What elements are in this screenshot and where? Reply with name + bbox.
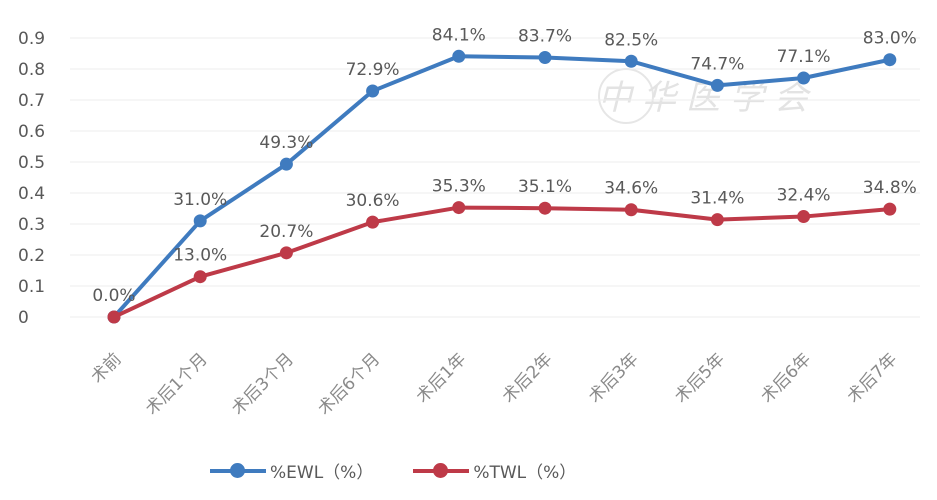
legend-label-twl: %TWL（%） xyxy=(473,463,577,483)
data-label: 83.7% xyxy=(518,27,572,47)
series-line-twl xyxy=(113,205,890,319)
x-tick-label: 术后7年 xyxy=(843,349,901,407)
data-label: 13.0% xyxy=(173,246,227,266)
legend-label-ewl: %EWL（%） xyxy=(270,463,374,483)
x-tick-label: 术后6年 xyxy=(757,349,815,407)
legend: %EWL（%） %TWL（%） xyxy=(210,458,576,483)
data-label: 31.0% xyxy=(173,190,227,210)
y-tick-label: 0 xyxy=(18,308,29,328)
data-label: 77.1% xyxy=(777,47,831,67)
data-point xyxy=(452,49,466,63)
data-point xyxy=(710,213,724,227)
data-label: 31.4% xyxy=(690,189,744,209)
data-label: 72.9% xyxy=(346,60,400,80)
x-tick-label: 术前 xyxy=(87,349,125,387)
x-tick-label: 术后3个月 xyxy=(228,349,298,419)
series-line-ewl xyxy=(112,54,891,319)
data-point xyxy=(279,246,293,260)
y-tick-label: 0.2 xyxy=(18,246,45,266)
data-point xyxy=(366,215,380,229)
data-point xyxy=(452,201,466,215)
data-point xyxy=(538,51,552,65)
data-label: 34.6% xyxy=(604,179,658,199)
data-label: 0.0% xyxy=(92,286,135,306)
watermark: 中华医学会 xyxy=(598,78,818,118)
data-label: 20.7% xyxy=(259,222,313,242)
data-point xyxy=(710,78,724,92)
data-label: 30.6% xyxy=(346,191,400,211)
data-point xyxy=(797,71,811,85)
data-label: 49.3% xyxy=(259,133,313,153)
data-point xyxy=(797,210,811,224)
y-tick-label: 0.9 xyxy=(18,29,45,49)
data-point xyxy=(883,202,897,216)
x-tick-label: 术后3年 xyxy=(585,349,643,407)
data-point xyxy=(624,203,638,217)
x-tick-label: 术后5年 xyxy=(671,349,729,407)
x-tick-label: 术后1年 xyxy=(412,349,470,407)
y-tick-label: 0.3 xyxy=(18,215,45,235)
data-point xyxy=(366,84,380,98)
data-point xyxy=(624,54,638,68)
x-tick-label: 术后2年 xyxy=(499,349,557,407)
legend-marker-ewl xyxy=(210,462,266,478)
y-tick-label: 0.6 xyxy=(18,122,45,142)
data-point xyxy=(193,214,207,228)
legend-item-ewl[interactable]: %EWL（%） xyxy=(210,458,373,483)
legend-marker-twl xyxy=(413,462,470,478)
data-label: 32.4% xyxy=(777,186,831,206)
y-tick-label: 0.7 xyxy=(18,91,45,111)
data-label: 84.1% xyxy=(432,25,486,45)
data-point xyxy=(107,310,121,324)
data-label: 82.5% xyxy=(604,30,658,50)
data-point xyxy=(883,53,897,67)
data-label: 83.0% xyxy=(863,29,917,49)
x-tick-label: 术后6个月 xyxy=(314,349,384,419)
legend-item-twl[interactable]: %TWL（%） xyxy=(413,458,576,483)
y-tick-label: 0.4 xyxy=(18,184,45,204)
y-tick-label: 0.8 xyxy=(18,60,45,80)
data-label: 34.8% xyxy=(863,178,917,198)
data-label: 35.3% xyxy=(432,177,486,197)
data-point xyxy=(279,157,293,171)
data-point xyxy=(193,270,207,284)
y-tick-label: 0.1 xyxy=(18,277,45,297)
y-tick-label: 0.5 xyxy=(18,153,45,173)
data-label: 74.7% xyxy=(690,54,744,74)
x-tick-label: 术后1个月 xyxy=(142,349,212,419)
data-label: 35.1% xyxy=(518,177,572,197)
data-point xyxy=(538,201,552,215)
